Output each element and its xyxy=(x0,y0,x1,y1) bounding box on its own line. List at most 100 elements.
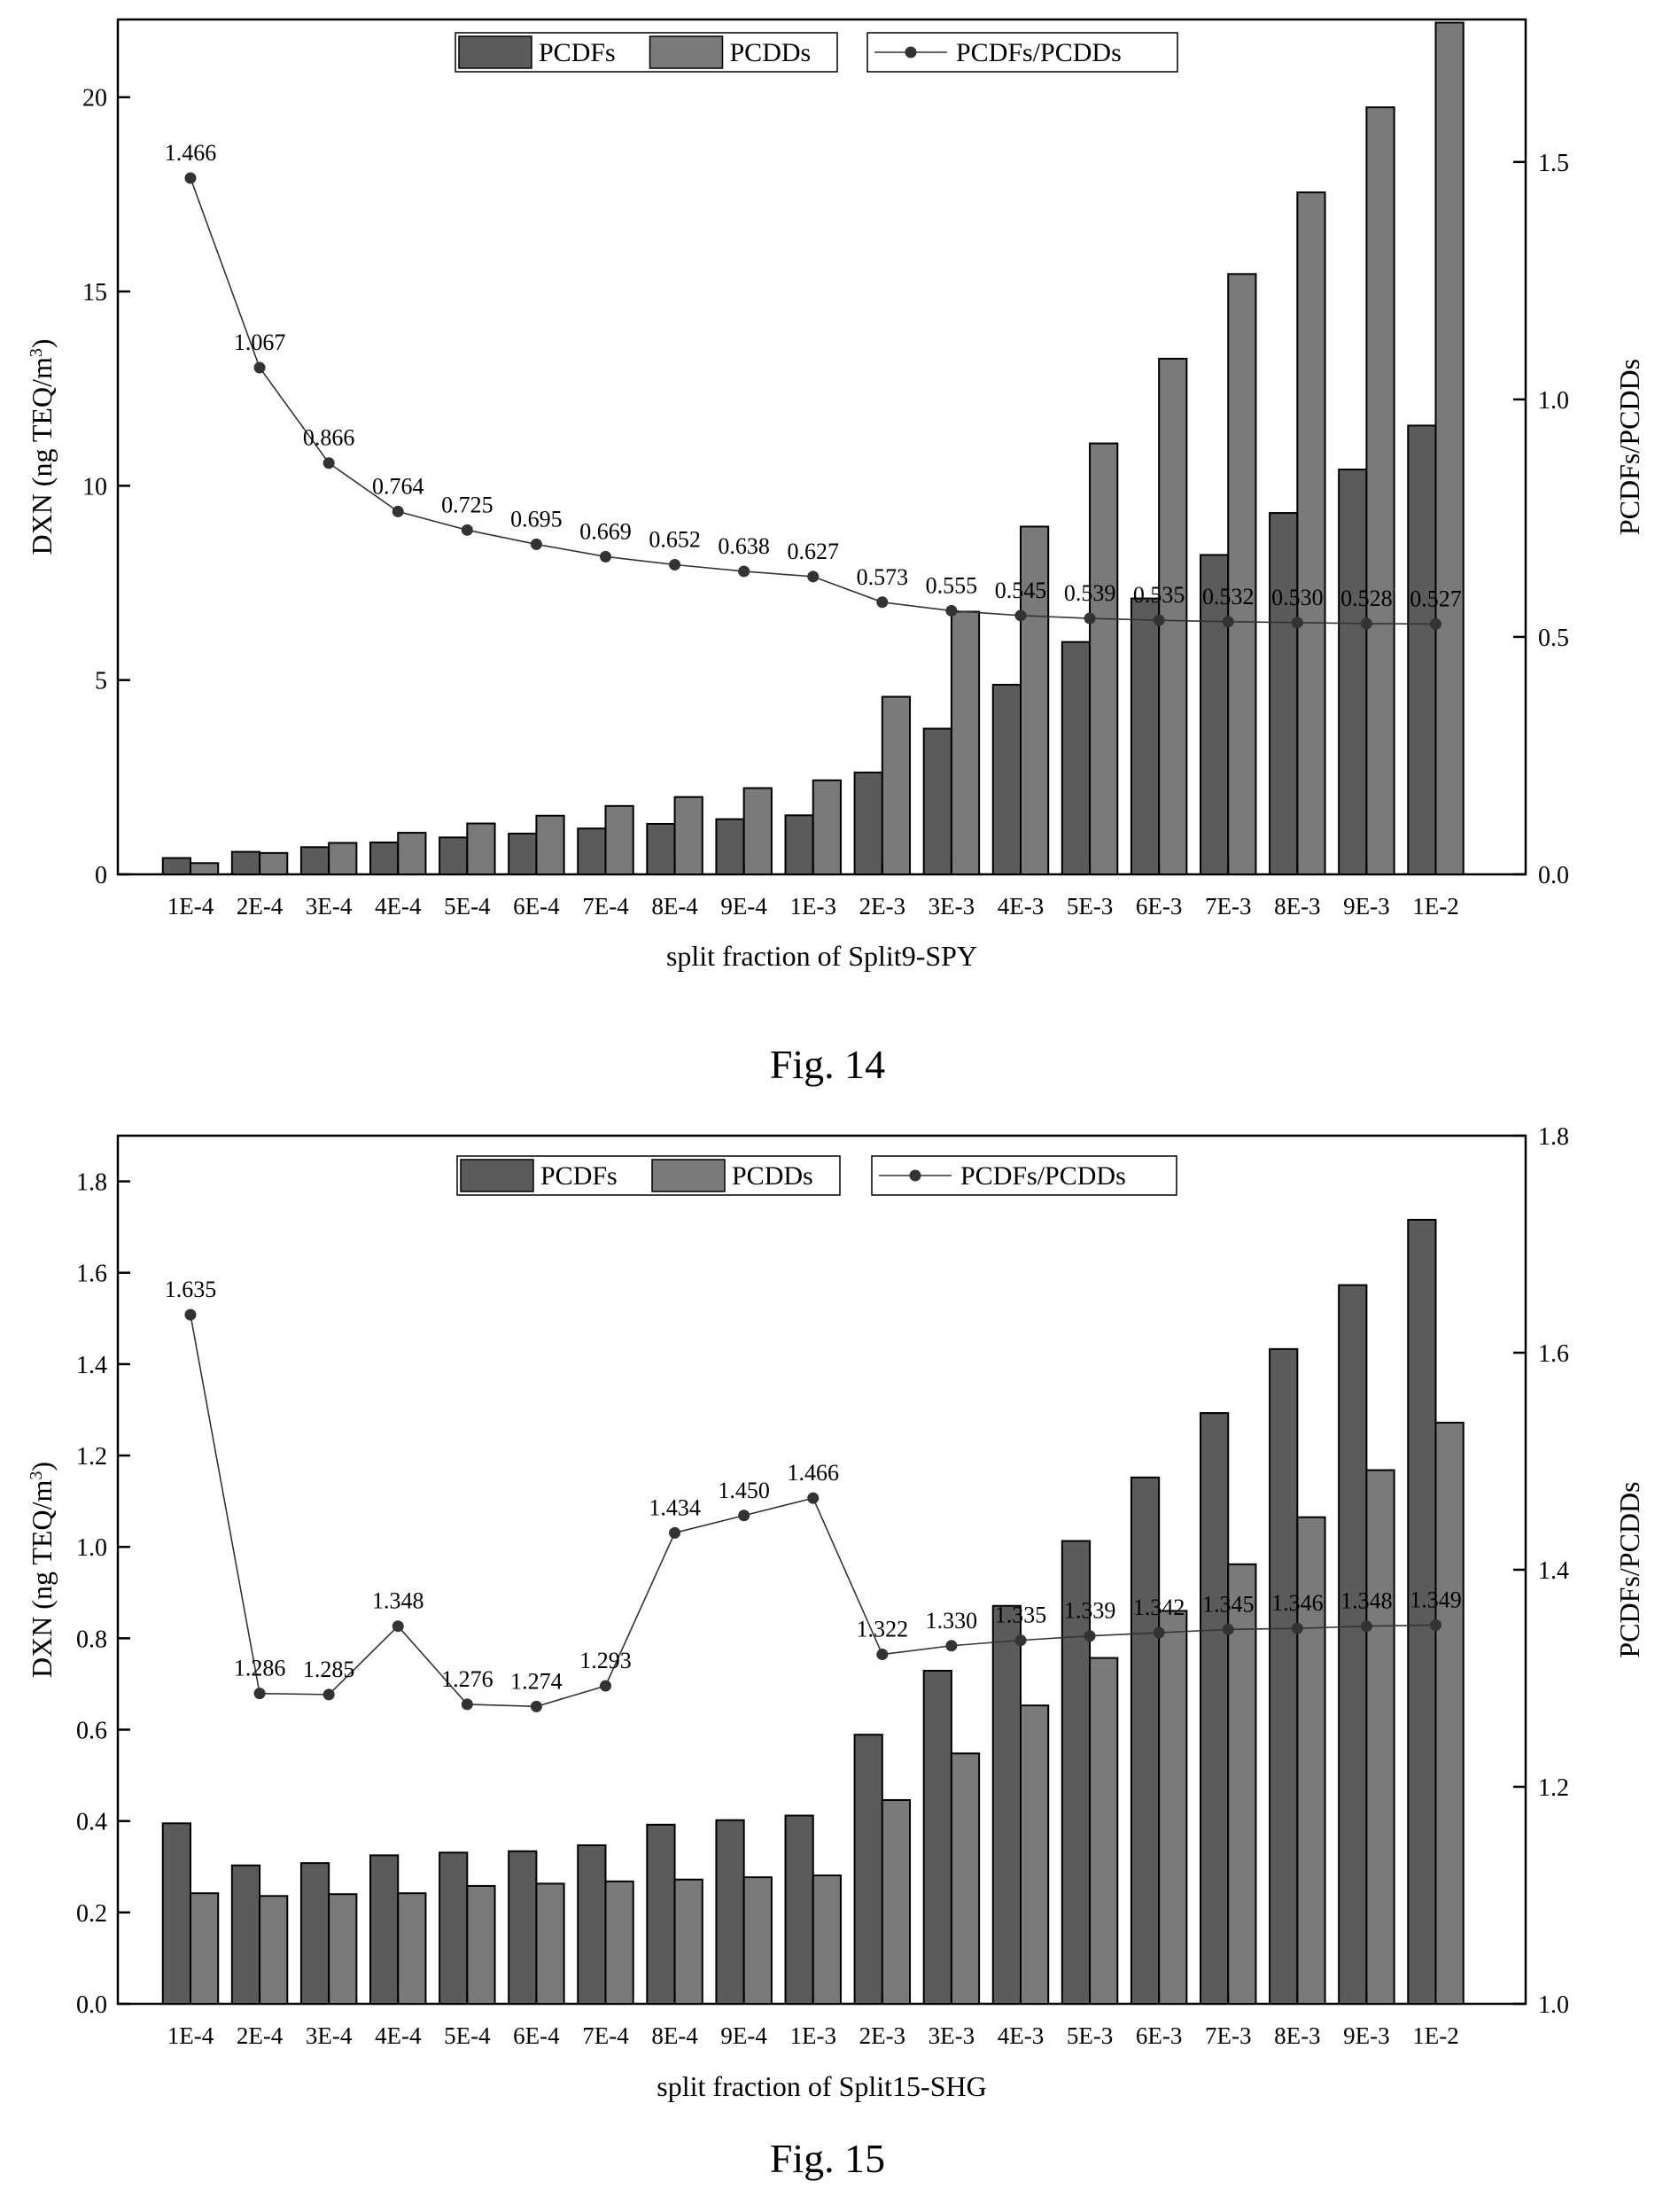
bar-pcdfs xyxy=(230,850,261,875)
x-axis-title: split fraction of Split15-SHG xyxy=(657,2070,986,2102)
bar-pcdfs xyxy=(1061,1540,1092,2005)
ratio-data-label: 0.545 xyxy=(995,578,1047,603)
ratio-data-label: 1.286 xyxy=(234,1656,286,1681)
legend-label-pcdfs: PCDFs xyxy=(539,38,616,67)
ratio-point xyxy=(392,1620,404,1633)
ratio-data-label: 0.652 xyxy=(649,526,701,552)
bar-pcdds xyxy=(812,779,842,875)
ratio-point xyxy=(1429,617,1441,630)
fig15-chart: 0.0 0.2 0.4 0.6 0.8 1.0 1.2 1.4 1.6 1.8 1.0 1.2 1.4 1… xyxy=(26,1123,1645,2102)
bar-pcdfs xyxy=(784,1814,814,2006)
right-y-tick-label: 1.0 xyxy=(1538,387,1569,415)
x-tick-label: 6E-4 xyxy=(513,2022,560,2049)
ratio-data-label: 1.466 xyxy=(165,140,217,166)
ratio-data-label: 1.348 xyxy=(372,1588,424,1614)
ratio-data-label: 0.669 xyxy=(579,518,632,544)
bar-pcdfs xyxy=(991,683,1022,875)
left-y-tick-label: 0.0 xyxy=(76,1991,107,2019)
bar-pcdfs xyxy=(230,1864,261,2005)
bar-pcdfs xyxy=(991,1604,1022,2005)
bar-pcdds xyxy=(1227,273,1257,875)
ratio-point xyxy=(669,558,681,570)
legend-swatch-pcdfs xyxy=(458,35,532,69)
bar-pcdds xyxy=(812,1874,842,2006)
x-tick-label: 1E-4 xyxy=(167,893,214,920)
left-y-tick-label: 20 xyxy=(82,85,107,113)
x-tick-label: 8E-4 xyxy=(651,893,698,920)
bar-pcdds xyxy=(1089,442,1119,875)
bar-pcdds xyxy=(328,842,358,876)
ratio-data-label: 1.346 xyxy=(1271,1590,1324,1616)
bar-pcdfs xyxy=(577,1844,607,2005)
ratio-point xyxy=(738,1510,750,1522)
bar-pcdfs xyxy=(1338,468,1368,875)
bar-pcdfs xyxy=(853,1734,883,2005)
ratio-point xyxy=(184,1308,197,1321)
bar-pcdfs xyxy=(922,1669,952,2006)
left-y-tick-label: 1.6 xyxy=(76,1261,107,1288)
ratio-point xyxy=(184,172,197,184)
right-y-tick-label: 1.4 xyxy=(1538,1557,1569,1585)
bar-pcdds xyxy=(1434,1421,1465,2006)
x-tick-label: 1E-3 xyxy=(789,2022,835,2049)
ratio-data-label: 1.330 xyxy=(926,1608,978,1634)
bar-pcdfs xyxy=(439,1851,469,2005)
bar-pcdds xyxy=(673,796,703,875)
bar-pcdfs xyxy=(161,857,191,875)
bar-pcdfs xyxy=(922,727,952,875)
x-tick-label: 1E-2 xyxy=(1412,893,1458,920)
ratio-point xyxy=(599,1680,611,1692)
legend-swatch-pcdds xyxy=(651,1159,726,1192)
ratio-point xyxy=(530,538,542,550)
bar-pcdds xyxy=(742,787,773,876)
bar-pcdds xyxy=(1365,106,1395,875)
bar-pcdds xyxy=(881,695,912,875)
right-y-tick-label: 0.5 xyxy=(1538,625,1569,652)
ratio-point xyxy=(876,596,889,609)
ratio-data-label: 1.285 xyxy=(303,1657,355,1682)
legend-swatch-pcdfs xyxy=(460,1159,534,1192)
left-y-tick-label: 5 xyxy=(95,668,107,695)
right-y-tick-label: 1.2 xyxy=(1538,1774,1569,1802)
ratio-point xyxy=(461,1698,473,1711)
x-tick-label: 7E-4 xyxy=(582,2022,629,2049)
bar-pcdfs xyxy=(1130,1476,1161,2005)
bar-pcdfs xyxy=(1130,597,1161,875)
bar-pcdds xyxy=(950,1752,981,2005)
bar-pcdds xyxy=(604,1880,634,2006)
bar-pcdds xyxy=(1296,1516,1326,2005)
bar-pcdds xyxy=(1227,1563,1257,2005)
bar-pcdfs xyxy=(508,1850,538,2005)
legend-label-ratio: PCDFs/PCDDs xyxy=(956,38,1122,67)
left-y-tick-label: 1.4 xyxy=(76,1352,107,1379)
x-tick-label: 4E-3 xyxy=(998,893,1044,920)
bar-pcdds xyxy=(397,832,427,876)
bar-pcdds xyxy=(259,1895,289,2005)
ratio-data-label: 0.532 xyxy=(1202,584,1255,609)
ratio-data-label: 1.434 xyxy=(649,1494,701,1520)
ratio-data-label: 0.695 xyxy=(510,506,563,532)
x-tick-label: 6E-3 xyxy=(1136,893,1182,920)
x-tick-label: 8E-3 xyxy=(1274,893,1320,920)
left-y-tick-label: 0 xyxy=(95,862,107,889)
ratio-point xyxy=(807,570,820,583)
x-tick-label: 4E-4 xyxy=(375,2022,422,2049)
x-tick-label: 9E-3 xyxy=(1343,2022,1389,2049)
x-tick-label: 5E-4 xyxy=(444,2022,491,2049)
x-tick-label: 9E-4 xyxy=(720,893,767,920)
right-y-tick-label: 1.6 xyxy=(1538,1340,1569,1368)
ratio-data-label: 1.067 xyxy=(234,330,286,355)
right-y-axis-title: PCDFs/PCDDs xyxy=(1613,359,1645,535)
x-tick-label: 5E-3 xyxy=(1067,2022,1113,2049)
bar-pcdds xyxy=(466,1884,496,2006)
ratio-point xyxy=(945,1640,958,1652)
bar-pcdds xyxy=(1365,1469,1395,2005)
ratio-data-label: 1.274 xyxy=(510,1668,563,1694)
legend-label-pcdfs: PCDFs xyxy=(540,1161,618,1191)
ratio-data-label: 1.348 xyxy=(1340,1588,1393,1614)
legend-swatch-pcdds xyxy=(649,35,724,69)
ratio-point xyxy=(1084,1630,1096,1642)
ratio-point xyxy=(738,565,750,578)
x-tick-label: 2E-4 xyxy=(237,2022,284,2049)
bar-pcdds xyxy=(881,1798,912,2005)
